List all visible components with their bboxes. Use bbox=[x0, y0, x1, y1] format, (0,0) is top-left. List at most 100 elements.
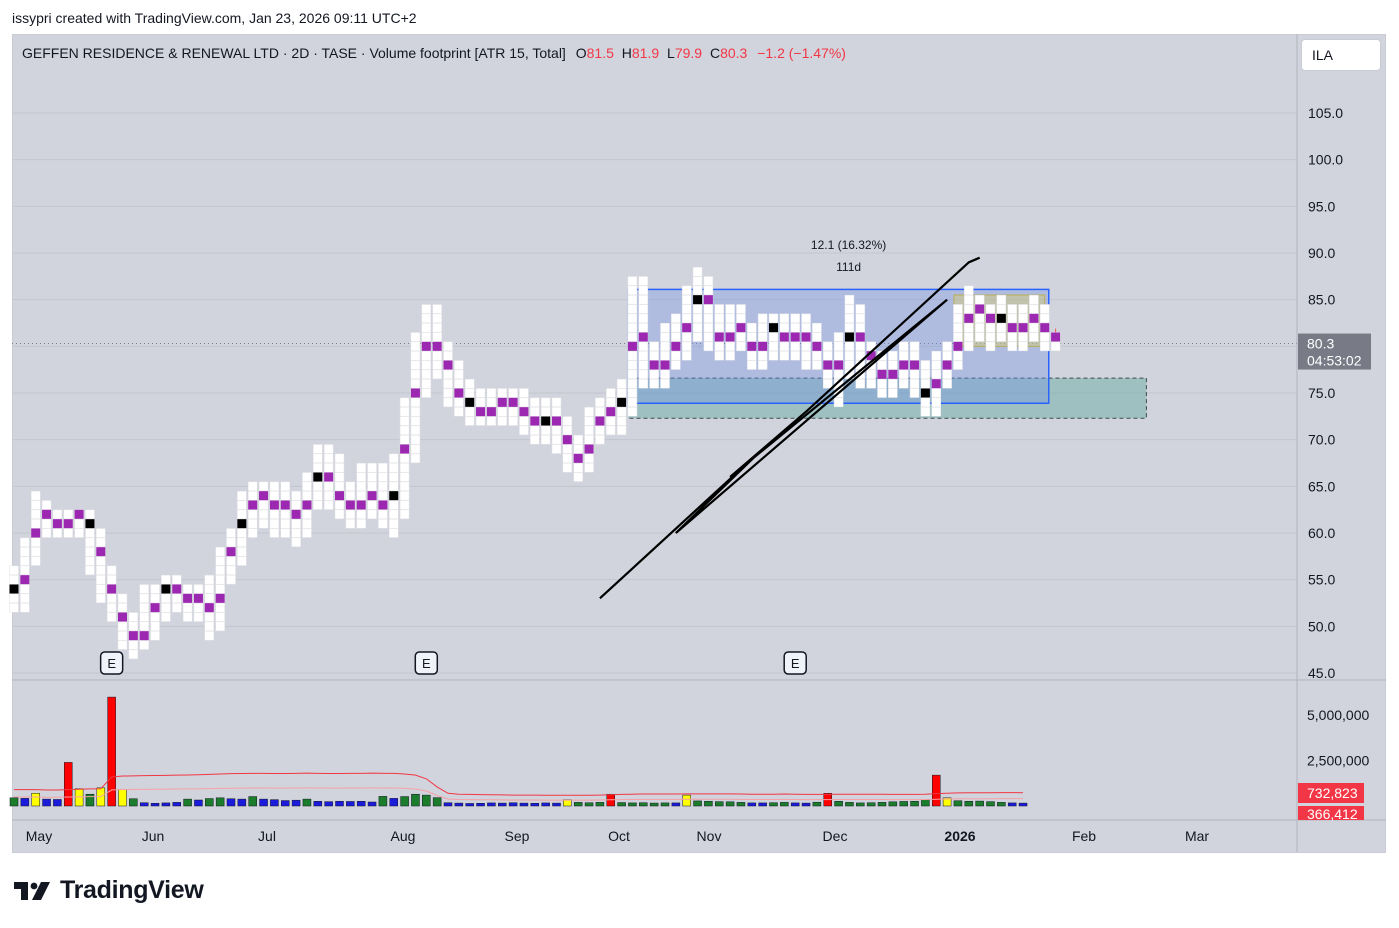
footprint-cell bbox=[128, 612, 139, 622]
footprint-cell bbox=[616, 416, 627, 426]
footprint-cell bbox=[63, 509, 73, 520]
footprint-cell bbox=[237, 490, 247, 501]
footprint-cell bbox=[671, 332, 681, 342]
footprint-cell bbox=[551, 425, 562, 436]
footprint-cell bbox=[898, 341, 909, 352]
footprint-cell bbox=[736, 304, 746, 314]
footprint-cell bbox=[627, 332, 638, 342]
footprint-cell bbox=[627, 304, 638, 314]
footprint-cell bbox=[812, 360, 822, 370]
footprint-cell bbox=[681, 304, 692, 314]
footprint-cell bbox=[258, 518, 269, 529]
currency-selector[interactable]: ILA bbox=[1301, 39, 1381, 71]
footprint-cell bbox=[616, 406, 627, 417]
footprint-cell bbox=[204, 584, 215, 594]
footprint-cell bbox=[161, 602, 171, 613]
earnings-marker-box bbox=[414, 651, 439, 675]
poc-cell bbox=[866, 351, 876, 361]
volume-bar bbox=[801, 802, 811, 807]
poc-cell bbox=[996, 313, 1006, 323]
footprint-cell bbox=[692, 276, 703, 286]
tradingview-brand[interactable]: TradingView bbox=[14, 876, 204, 905]
poc-cell bbox=[1007, 323, 1017, 333]
footprint-cell bbox=[703, 304, 714, 314]
y-tick-label: 60.0 bbox=[1308, 525, 1335, 541]
volume-bar bbox=[508, 802, 518, 807]
footprint-cell bbox=[96, 556, 106, 566]
symbol-legend[interactable]: GEFFEN RESIDENCE & RENEWAL LTD · 2D · TA… bbox=[22, 45, 846, 61]
volume-bar bbox=[411, 793, 420, 807]
footprint-cell bbox=[1007, 304, 1017, 314]
footprint-cell bbox=[475, 388, 486, 398]
footprint-cell bbox=[844, 350, 855, 361]
footprint-cell bbox=[671, 322, 681, 333]
volume-bar bbox=[313, 801, 323, 807]
volume-bar bbox=[9, 797, 19, 807]
footprint-cell bbox=[399, 500, 410, 510]
footprint-cell bbox=[606, 388, 616, 398]
footprint-cell bbox=[866, 369, 876, 380]
poc-cell bbox=[725, 332, 735, 342]
footprint-cell bbox=[844, 360, 855, 370]
footprint-cell bbox=[280, 518, 290, 529]
footprint-cell bbox=[964, 322, 974, 333]
footprint-cell bbox=[204, 621, 215, 632]
poc-cell bbox=[779, 332, 789, 342]
volume-bar bbox=[639, 802, 648, 807]
footprint-cell bbox=[692, 285, 703, 296]
footprint-cell bbox=[638, 285, 649, 296]
footprint-cell bbox=[226, 565, 236, 576]
y-tick-label: 50.0 bbox=[1308, 618, 1335, 634]
poc-cell bbox=[573, 453, 583, 463]
open-label: O bbox=[575, 45, 587, 61]
poc-cell bbox=[519, 407, 529, 417]
footprint-cell bbox=[215, 546, 225, 557]
volume-bar bbox=[921, 799, 930, 807]
footprint-cell bbox=[747, 350, 757, 361]
footprint-cell bbox=[725, 322, 735, 333]
volume-bar bbox=[964, 801, 974, 807]
symbol-title[interactable]: GEFFEN RESIDENCE & RENEWAL LTD · 2D · TA… bbox=[22, 45, 566, 61]
footprint-cell bbox=[161, 593, 171, 604]
chart-frame[interactable] bbox=[12, 34, 1386, 853]
footprint-cell bbox=[508, 388, 518, 398]
footprint-cell bbox=[117, 621, 128, 632]
footprint-cell bbox=[844, 304, 855, 314]
volume-ma-slow-line bbox=[14, 787, 1024, 801]
footprint-cell bbox=[280, 490, 290, 501]
footprint-cell bbox=[638, 369, 649, 380]
volume-bar bbox=[834, 801, 843, 807]
footprint-cell bbox=[204, 593, 215, 604]
footprint-cell bbox=[269, 518, 280, 529]
footprint-cell bbox=[996, 294, 1007, 305]
footprint-cell bbox=[714, 322, 724, 333]
footprint-cell bbox=[226, 528, 236, 538]
poc-cell bbox=[432, 341, 442, 351]
footprint-cell bbox=[389, 472, 399, 482]
y-tick-label: 45.0 bbox=[1308, 665, 1335, 681]
open-value: 81.5 bbox=[586, 45, 614, 61]
poc-cell bbox=[606, 407, 616, 417]
footprint-cell bbox=[551, 406, 562, 417]
volume-bar bbox=[129, 798, 138, 807]
footprint-cell bbox=[323, 500, 334, 510]
poc-cell bbox=[226, 547, 236, 557]
footprint-cell bbox=[291, 490, 301, 501]
footprint-cell bbox=[117, 593, 128, 604]
poc-cell bbox=[693, 295, 703, 305]
volume-bar bbox=[42, 798, 51, 807]
footprint-cell bbox=[421, 332, 432, 342]
volume-bar bbox=[64, 762, 73, 807]
volume-bar bbox=[205, 798, 214, 807]
footprint-cell bbox=[855, 313, 866, 324]
volume-bar bbox=[248, 796, 257, 807]
volume-bar bbox=[780, 802, 789, 807]
footprint-cell bbox=[302, 490, 312, 501]
footprint-cell bbox=[399, 397, 410, 408]
volume-bar bbox=[85, 793, 95, 807]
footprint-cell bbox=[920, 378, 931, 389]
footprint-cell bbox=[410, 416, 421, 426]
footprint-cell bbox=[302, 472, 312, 482]
footprint-cell bbox=[703, 341, 714, 352]
